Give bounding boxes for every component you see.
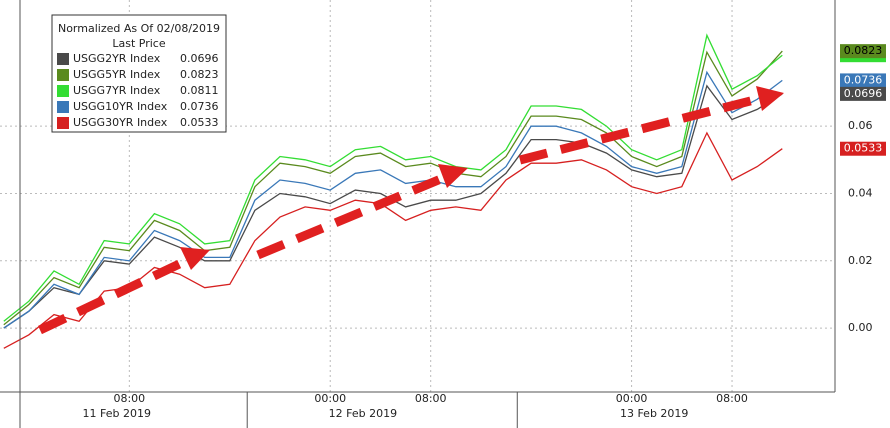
last-value-label: 0.0696 [844, 87, 883, 100]
x-tick-label: 08:00 [415, 392, 447, 405]
x-tick-label: 08:00 [113, 392, 145, 405]
y-tick-label: 0.06 [848, 119, 873, 132]
legend-label: USGG10YR Index [73, 100, 168, 113]
arrow-head [756, 86, 784, 111]
trend-arrows [38, 86, 784, 335]
legend-swatch [57, 69, 69, 81]
date-label: 11 Feb 2019 [83, 407, 151, 420]
legend-value: 0.0736 [180, 100, 219, 113]
last-value-label: 0.0533 [844, 142, 883, 155]
x-tick-label: 08:00 [716, 392, 748, 405]
series-line [3, 70, 783, 329]
date-label: 12 Feb 2019 [329, 407, 397, 420]
last-value-box [840, 73, 886, 88]
legend-value: 0.0811 [180, 84, 219, 97]
legend-subtitle: Last Price [112, 37, 165, 50]
arrow-head [438, 164, 468, 188]
y-tick-label: 0.04 [848, 186, 873, 199]
legend-label: USGG30YR Index [73, 116, 168, 129]
legend-swatch [57, 101, 69, 113]
y-tick-label: 0.00 [848, 321, 873, 334]
legend-swatch [57, 117, 69, 129]
series-line [3, 50, 783, 326]
legend-value: 0.0823 [180, 68, 219, 81]
last-value-box [840, 141, 886, 156]
y-tick-label: 0.02 [848, 254, 873, 267]
legend-label: USGG7YR Index [73, 84, 161, 97]
trend-arrow [256, 171, 450, 260]
x-tick-label: 00:00 [616, 392, 648, 405]
arrow-head [180, 247, 210, 270]
last-value-label: 0.0823 [844, 44, 883, 57]
date-label: 13 Feb 2019 [620, 407, 688, 420]
legend-label: USGG2YR Index [73, 52, 161, 65]
series-line [3, 33, 783, 322]
legend-swatch [57, 53, 69, 65]
legend-value: 0.0533 [180, 116, 219, 129]
x-tick-label: 00:00 [314, 392, 346, 405]
legend-swatch [57, 85, 69, 97]
legend-value: 0.0696 [180, 52, 219, 65]
trend-arrow [38, 254, 192, 335]
legend-box [51, 14, 227, 133]
legend-title: Normalized As Of 02/08/2019 [58, 22, 220, 35]
legend: Normalized As Of 02/08/2019 Last Price U… [51, 14, 227, 133]
legend-label: USGG5YR Index [73, 68, 161, 81]
last-value-box [840, 86, 886, 101]
last-value-box [840, 44, 886, 59]
last-value-label: 0.0736 [844, 73, 883, 86]
